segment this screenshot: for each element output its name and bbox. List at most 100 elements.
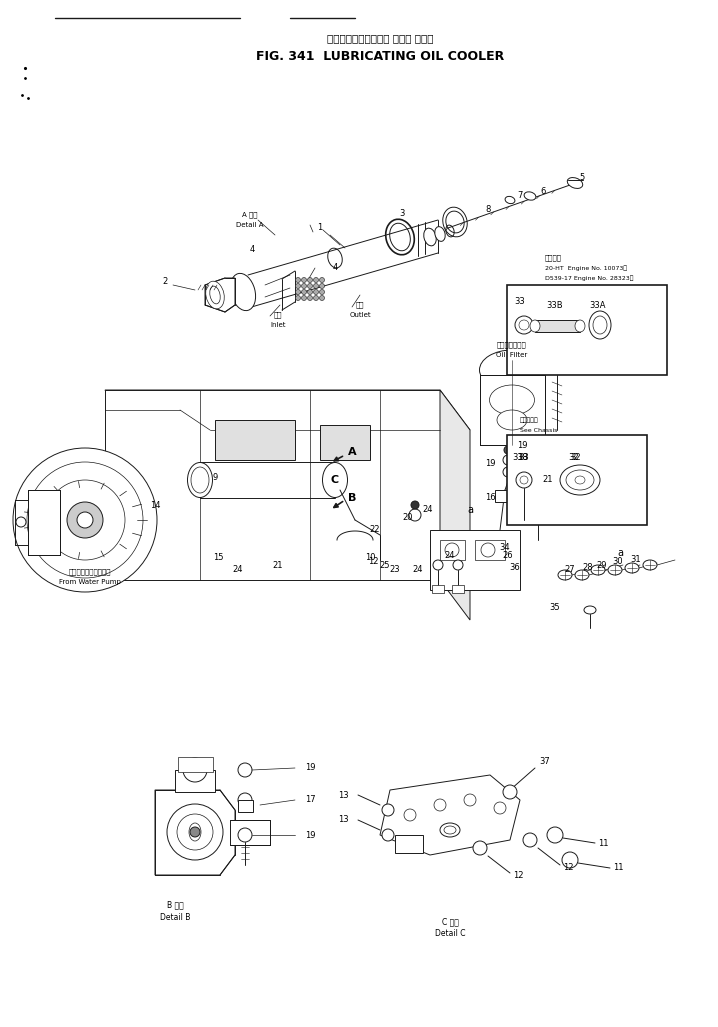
Circle shape	[409, 509, 421, 521]
Text: See Chassis: See Chassis	[520, 427, 557, 432]
Circle shape	[67, 502, 103, 538]
Circle shape	[77, 512, 93, 528]
Circle shape	[453, 560, 463, 570]
Ellipse shape	[490, 385, 534, 415]
Circle shape	[519, 320, 529, 330]
Ellipse shape	[575, 320, 585, 332]
Text: 30: 30	[612, 558, 623, 567]
Ellipse shape	[608, 565, 622, 575]
Text: 15: 15	[213, 554, 223, 563]
Text: B 詳細: B 詳細	[167, 901, 183, 910]
Ellipse shape	[591, 565, 605, 575]
Text: 18: 18	[517, 454, 527, 462]
Ellipse shape	[189, 823, 201, 841]
Ellipse shape	[230, 273, 256, 310]
Text: 22: 22	[370, 526, 381, 534]
Circle shape	[515, 316, 533, 334]
Text: 8: 8	[485, 205, 490, 215]
Bar	[452, 585, 464, 593]
Text: 3: 3	[399, 208, 405, 218]
Text: 33A: 33A	[589, 301, 606, 309]
Ellipse shape	[206, 281, 224, 309]
Ellipse shape	[191, 467, 209, 493]
Text: 35: 35	[550, 604, 560, 612]
Text: C: C	[331, 476, 339, 485]
Text: 20: 20	[403, 514, 414, 523]
Text: 24: 24	[413, 566, 423, 574]
Polygon shape	[205, 278, 235, 312]
Circle shape	[302, 283, 307, 289]
Text: 1: 1	[317, 224, 322, 232]
Text: 19: 19	[485, 458, 495, 467]
Ellipse shape	[446, 225, 454, 237]
Ellipse shape	[444, 826, 456, 834]
Circle shape	[504, 446, 512, 454]
Bar	[178, 757, 213, 772]
Bar	[175, 770, 215, 792]
Text: Detail B: Detail B	[160, 913, 190, 921]
Circle shape	[296, 283, 301, 289]
Text: 13: 13	[337, 815, 348, 825]
Text: 14: 14	[150, 500, 160, 509]
Text: 6: 6	[541, 187, 546, 195]
Ellipse shape	[322, 462, 348, 497]
Ellipse shape	[530, 320, 540, 332]
Bar	[432, 585, 444, 593]
Ellipse shape	[187, 462, 213, 497]
Circle shape	[320, 283, 325, 289]
Text: 31: 31	[630, 556, 641, 565]
Ellipse shape	[625, 563, 639, 573]
Text: 12: 12	[368, 558, 378, 567]
Circle shape	[307, 283, 312, 289]
Text: 29: 29	[597, 561, 607, 570]
Text: ウォーターポンプから: ウォーターポンプから	[69, 569, 111, 575]
Circle shape	[320, 277, 325, 282]
Polygon shape	[155, 790, 235, 875]
Text: Detail A: Detail A	[236, 222, 264, 228]
Circle shape	[238, 828, 252, 842]
Ellipse shape	[593, 316, 607, 334]
Text: 4: 4	[249, 245, 255, 255]
Text: 19: 19	[305, 831, 315, 839]
Ellipse shape	[575, 570, 589, 580]
Text: 4: 4	[332, 264, 337, 272]
Text: 入口: 入口	[274, 312, 282, 318]
Text: 19: 19	[517, 441, 527, 450]
Text: 27: 27	[564, 566, 575, 574]
Circle shape	[190, 827, 200, 837]
Text: a: a	[617, 548, 623, 558]
Text: 12: 12	[513, 872, 523, 880]
Circle shape	[516, 472, 532, 488]
Text: a: a	[467, 505, 473, 515]
Text: 28: 28	[583, 564, 593, 572]
Circle shape	[503, 785, 517, 799]
Text: 7: 7	[517, 191, 523, 200]
Ellipse shape	[210, 287, 220, 304]
Circle shape	[503, 467, 513, 477]
Circle shape	[314, 277, 319, 282]
Ellipse shape	[497, 410, 527, 430]
Ellipse shape	[480, 350, 544, 390]
Text: 32: 32	[570, 454, 581, 462]
Circle shape	[433, 560, 443, 570]
Text: オイルフィルタ: オイルフィルタ	[497, 342, 527, 348]
Text: 36: 36	[510, 564, 521, 572]
Circle shape	[238, 763, 252, 777]
Circle shape	[520, 476, 528, 484]
Text: 21: 21	[273, 561, 283, 570]
Circle shape	[314, 290, 319, 295]
Circle shape	[314, 296, 319, 301]
Bar	[495, 490, 513, 502]
Ellipse shape	[567, 178, 583, 188]
Ellipse shape	[558, 570, 572, 580]
Bar	[507, 435, 647, 525]
Circle shape	[547, 827, 563, 843]
Circle shape	[183, 758, 207, 782]
Text: A: A	[348, 447, 356, 457]
Text: 32: 32	[569, 454, 579, 462]
Text: 26: 26	[503, 550, 513, 560]
Text: 適用番号: 適用番号	[545, 255, 562, 261]
Ellipse shape	[424, 228, 437, 245]
Bar	[535, 320, 580, 332]
Text: D539-17 Engine No. 28323～: D539-17 Engine No. 28323～	[545, 275, 633, 280]
